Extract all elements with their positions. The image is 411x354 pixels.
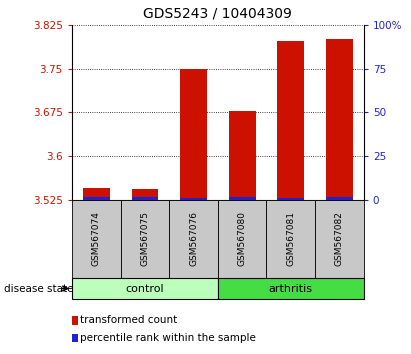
Bar	[132, 189, 158, 200]
Text: disease state: disease state	[4, 284, 74, 293]
Text: transformed count: transformed count	[80, 315, 178, 325]
Bar	[229, 111, 256, 200]
Bar	[326, 197, 353, 200]
Text: GSM567076: GSM567076	[189, 211, 198, 267]
Text: GSM567074: GSM567074	[92, 211, 101, 267]
Bar	[132, 197, 158, 200]
Bar	[180, 198, 207, 200]
Text: GSM567080: GSM567080	[238, 211, 247, 267]
Title: GDS5243 / 10404309: GDS5243 / 10404309	[143, 7, 292, 21]
Text: GSM567075: GSM567075	[141, 211, 149, 267]
Text: arthritis: arthritis	[269, 284, 313, 293]
Bar	[83, 196, 110, 200]
Bar	[229, 197, 256, 200]
Text: percentile rank within the sample: percentile rank within the sample	[80, 333, 256, 343]
Bar	[180, 69, 207, 200]
Bar	[277, 198, 304, 200]
Bar	[83, 188, 110, 200]
Bar	[277, 41, 304, 200]
Bar	[326, 39, 353, 200]
Text: control: control	[126, 284, 164, 293]
Text: GSM567081: GSM567081	[286, 211, 295, 267]
Text: GSM567082: GSM567082	[335, 211, 344, 267]
